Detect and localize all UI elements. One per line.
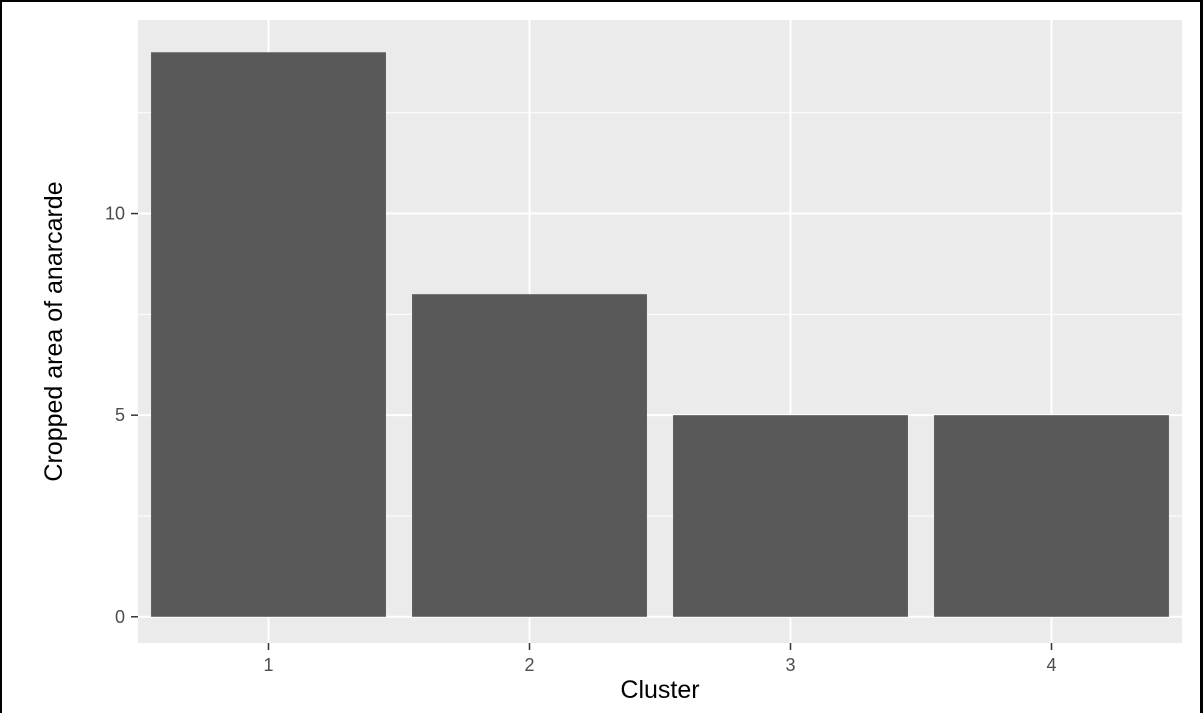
x-tick-label: 4 (1046, 655, 1056, 675)
bar-cluster-3 (673, 415, 908, 617)
y-tick-label: 0 (115, 607, 125, 627)
y-tick-label: 5 (115, 405, 125, 425)
y-axis-title: Cropped area of anarcarde (40, 181, 68, 481)
y-tick-label: 10 (105, 204, 125, 224)
x-tick-label: 1 (263, 655, 273, 675)
x-axis-title: Cluster (620, 676, 699, 704)
bars (151, 52, 1169, 617)
bar-cluster-1 (151, 52, 386, 617)
bar-cluster-2 (412, 294, 647, 617)
bar-cluster-4 (934, 415, 1169, 617)
x-tick-label: 3 (785, 655, 795, 675)
x-tick-label: 2 (524, 655, 534, 675)
x-axis: 1 2 3 4 (263, 643, 1057, 675)
y-axis: 0 5 10 (105, 204, 138, 627)
